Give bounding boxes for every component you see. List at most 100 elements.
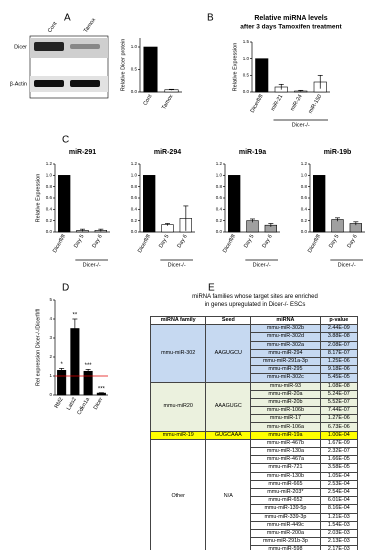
x-tick-label: Day 6 (261, 234, 273, 249)
pvalue-cell: 1.54E-03 (319, 520, 359, 530)
seed-cell: GUGCAAA (205, 430, 252, 440)
blot-lane-label: Tamox (83, 17, 97, 34)
panel-letter: B (207, 13, 214, 24)
x-tick-label: Day 6 (346, 234, 358, 249)
pvalue-cell: 1.21E-03 (319, 512, 359, 522)
group-label: Dicer-/- (83, 262, 101, 268)
mirna-table: miRNA family Seed miRNA p-value mmu-miR-302 A… (149, 315, 359, 550)
mirna-cell: mmu-miR-19a (250, 430, 321, 440)
y-tick-label: 2 (49, 354, 52, 359)
column-header: p-value (319, 315, 359, 326)
mirna-cell: mmu-miR-302d (250, 332, 321, 342)
y-tick-label: 1.0 (301, 173, 308, 178)
y-tick-label: 0.0 (131, 229, 138, 234)
x-tick-label: Rbl2 (54, 397, 65, 410)
table-title-line: miRNA families whose target sites are en… (192, 294, 318, 300)
table-row: Other N/A mmu-miR-467b 1.67E-09 (149, 438, 359, 550)
y-tick-label: 0.0 (216, 229, 223, 234)
x-tick-label: Day 5 (243, 234, 255, 249)
y-tick-label: 0.4 (301, 207, 308, 212)
pvalue-cell: 7.44E-07 (319, 406, 359, 416)
chart-title: Relative miRNA levels (254, 15, 327, 22)
mirna-cell: mmu-miR-652 (250, 496, 321, 506)
chart-title: miR-294 (154, 149, 181, 156)
table-row: mmu-miR-19 GUGCAAA mmu-miR-19a 1.00E-04 (149, 430, 359, 440)
pvalue-cell: 2.53E-04 (319, 479, 359, 489)
mirna-cell: mmu-miR-203* (250, 487, 321, 498)
significance-label: ** (73, 313, 78, 319)
x-tick-label: Dicerfl/fl (52, 234, 67, 254)
panel-letter: A (64, 13, 71, 24)
mirna-cell: mmu-miR-106a (250, 422, 321, 432)
pvalue-cell: 2.32E-07 (319, 446, 359, 457)
y-tick-label: 0.2 (301, 218, 308, 223)
mirna-cell: mmu-miR-130a (250, 446, 321, 457)
pvalue-cell: 6.73E-06 (319, 422, 359, 432)
y-tick-label: 1.0 (46, 173, 53, 178)
group-label: Dicer-/- (253, 262, 271, 268)
table-title: miRNA families whose target sites are en… (150, 293, 360, 309)
y-axis-label: Rel expression Dicer-/-/Dicerfl/fl (35, 309, 41, 386)
mirna-cell: mmu-miR-200a (250, 528, 321, 539)
blot-band (34, 42, 64, 51)
y-tick-label: 3 (49, 335, 52, 340)
blot-band (70, 80, 100, 87)
bar (255, 58, 269, 93)
y-tick-label: 0.8 (46, 184, 53, 189)
significance-label: *** (85, 363, 93, 369)
bar (331, 219, 344, 233)
y-tick-label: 0.0 (301, 229, 308, 234)
pvalue-cell: 2.17E-03 (319, 545, 359, 550)
family-cell: Other (149, 438, 207, 550)
pvalue-cell: 1.67E-09 (319, 438, 359, 449)
bar (143, 175, 156, 233)
y-tick-label: 0.4 (46, 207, 53, 212)
y-tick-label: 0.4 (131, 207, 138, 212)
mirna-cell: mmu-miR-291a-3p (250, 356, 321, 367)
x-tick-label: Day 5 (328, 234, 340, 249)
mirna-cell: mmu-miR-295 (250, 365, 321, 375)
mirna-cell: mmu-miR-20a (250, 389, 321, 399)
y-tick-label: 0.2 (216, 218, 223, 223)
bar (228, 175, 241, 233)
y-tick-label: 0.6 (301, 195, 308, 200)
bar (57, 369, 67, 396)
y-tick-label: 0.6 (216, 195, 223, 200)
pvalue-cell: 2.54E-04 (319, 487, 359, 498)
mirna-cell: mmu-miR-302b (250, 324, 321, 334)
y-tick-label: 0.2 (46, 218, 53, 223)
pvalue-cell: 1.25E-06 (319, 356, 359, 367)
pvalue-cell: 2.13E-03 (319, 537, 359, 547)
family-cell: mmu-miR-19 (149, 430, 207, 440)
y-tick-label: 1.2 (301, 161, 308, 166)
y-tick-label: 0.2 (131, 218, 138, 223)
blot-band-label: Dicer (14, 44, 27, 50)
x-tick-label: miR-150 (308, 94, 324, 115)
pvalue-cell: 1.08E-08 (319, 381, 359, 391)
y-tick-label: 1 (49, 373, 52, 378)
column-header: Seed (205, 315, 252, 326)
y-tick-label: 1.0 (131, 173, 138, 178)
family-cell: mmu-miR-302 (149, 324, 207, 383)
bar (143, 46, 158, 93)
pvalue-cell: 8.16E-04 (319, 504, 359, 514)
x-tick-label: Day 6 (176, 234, 188, 249)
seed-cell: AAAGUGC (205, 381, 252, 432)
bar (70, 328, 80, 396)
x-tick-label: Cdkn1a (76, 396, 91, 416)
y-tick-label: 0.6 (46, 195, 53, 200)
pvalue-cell: 1.05E-04 (319, 471, 359, 481)
x-tick-label: Dicerfl/fl (250, 94, 265, 114)
mirna-cell: mmu-miR-20b (250, 397, 321, 408)
mirna-cell: mmu-miR-467b (250, 438, 321, 449)
x-tick-label: Cont (142, 93, 153, 106)
y-tick-label: 0.5 (131, 67, 138, 72)
x-tick-label: Dicerfl/fl (137, 234, 152, 254)
y-tick-label: 0.4 (216, 207, 223, 212)
y-tick-label: 0.8 (216, 184, 223, 189)
y-tick-label: 0 (49, 392, 52, 397)
blot-band (70, 44, 100, 49)
pvalue-cell: 6.01E-04 (319, 496, 359, 506)
